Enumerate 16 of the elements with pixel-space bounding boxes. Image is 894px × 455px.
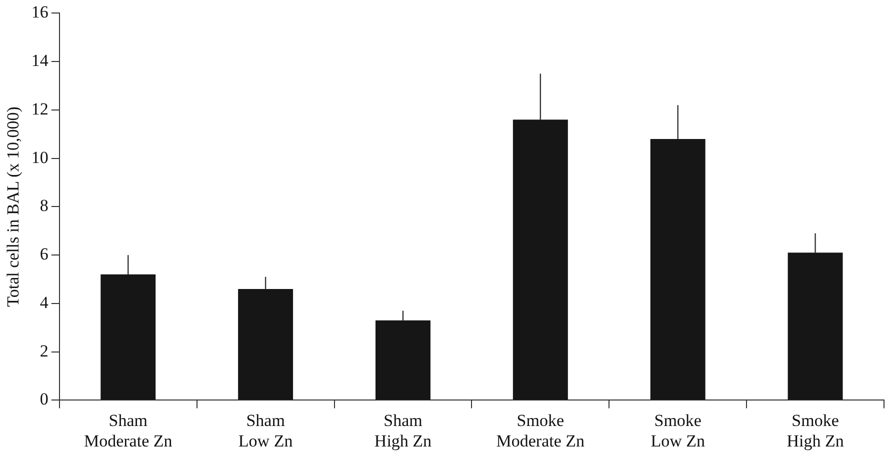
y-tick-label: 10 (31, 148, 48, 167)
x-tick-label: Smoke Moderate Zn (496, 410, 586, 450)
y-tick-label: 4 (40, 292, 49, 312)
x-tick-label: Sham High Zn (374, 410, 432, 450)
y-tick-label: 14 (31, 51, 49, 70)
y-tick-label: 16 (31, 2, 48, 22)
x-tick-label: Smoke High Zn (786, 410, 844, 450)
y-axis-title: Total cells in BAL (x 10,000) (4, 106, 23, 307)
x-tick-label: Smoke Low Zn (650, 410, 706, 450)
x-tick-label: Sham Moderate Zn (84, 410, 173, 450)
y-tick-label: 6 (40, 244, 48, 264)
y-tick-label: 8 (40, 196, 48, 216)
y-tick-label: 12 (31, 99, 48, 118)
y-tick-label: 0 (40, 390, 48, 409)
y-tick-label: 2 (40, 341, 48, 360)
x-tick-label: Sham Low Zn (238, 410, 294, 450)
